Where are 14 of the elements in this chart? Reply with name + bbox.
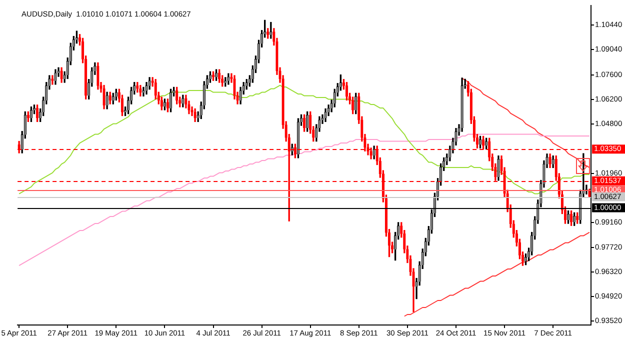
candlestick — [139, 84, 142, 96]
candlestick — [96, 62, 100, 90]
candlestick — [51, 75, 54, 85]
candlestick — [106, 92, 108, 110]
candlestick — [372, 146, 376, 160]
candlestick — [552, 155, 554, 168]
candlestick — [102, 84, 106, 110]
candlestick — [163, 98, 166, 110]
candlestick — [324, 108, 327, 122]
candlestick — [227, 73, 230, 85]
candlestick — [54, 69, 57, 85]
candlestick — [214, 69, 218, 81]
candlestick — [460, 78, 464, 132]
candlestick — [497, 155, 500, 181]
